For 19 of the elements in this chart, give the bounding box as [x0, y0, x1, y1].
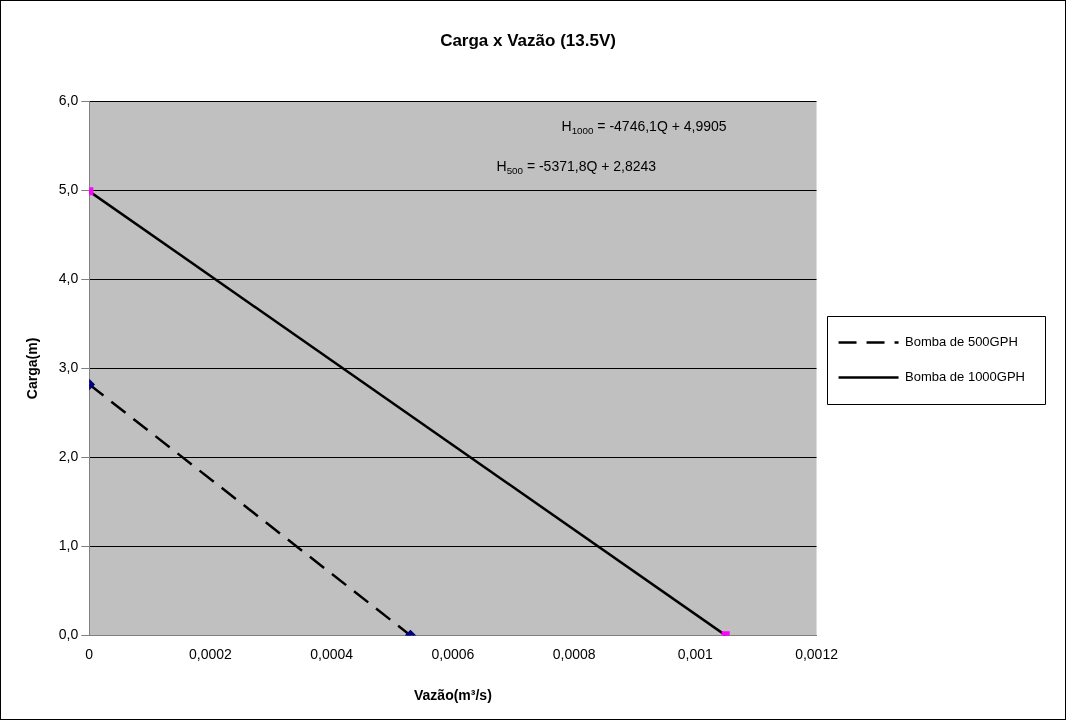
y-tick-label: 6,0 [58, 92, 79, 109]
legend-label: Bomba de 500GPH [905, 334, 1018, 350]
x-axis-title: Vazão(m³/s) [413, 687, 492, 704]
y-tick-label: 1,0 [58, 537, 79, 554]
y-tick-label: 3,0 [58, 359, 79, 376]
y-tick-label: 5,0 [58, 181, 79, 198]
x-tick-label: 0,0012 [795, 645, 839, 662]
x-tick-label: 0 [85, 645, 94, 662]
x-tick-label: 0,001 [677, 645, 714, 662]
y-tick-label: 2,0 [58, 448, 79, 465]
y-tick-label: 0,0 [58, 626, 79, 643]
x-tick-label: 0,0004 [310, 645, 354, 662]
x-tick-label: 0,0006 [431, 645, 475, 662]
chart-title: Carga x Vazão (13.5V) [440, 30, 616, 50]
legend-label: Bomba de 1000GPH [905, 369, 1025, 385]
x-tick-label: 0,0008 [552, 645, 596, 662]
y-axis-title: Carga(m) [24, 337, 41, 400]
y-tick-label: 4,0 [58, 270, 79, 287]
x-tick-label: 0,0002 [189, 645, 233, 662]
